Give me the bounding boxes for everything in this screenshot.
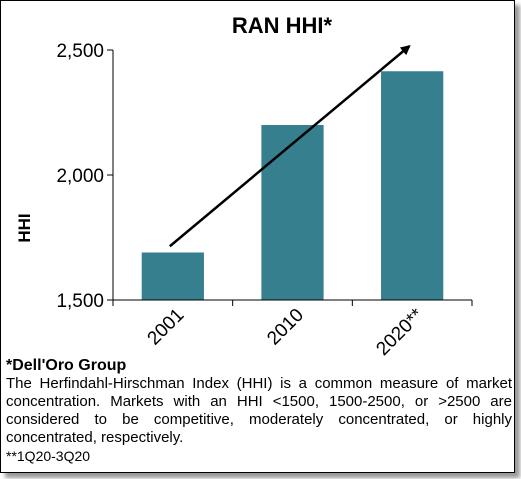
x-axis-ticks: 2001 2010 2020** [112,300,473,360]
hhi-description: The Herfindahl-Hirschman Index (HHI) is … [6,375,512,446]
bar [141,252,204,300]
bars [141,71,444,300]
x-tick-label: 2020** [373,304,429,360]
period-footnote: **1Q20-3Q20 [6,448,91,464]
chart-title: RAN HHI* [232,13,333,38]
trend-arrow [169,44,411,248]
bar [261,125,324,300]
chart-notes: *Dell'Oro Group The Herfindahl-Hirschman… [6,357,512,465]
source-note: *Dell'Oro Group [6,357,127,374]
y-tick-label: 2,500 [56,41,104,62]
y-tick-label: 2,000 [56,166,104,187]
y-axis-label: HHI [15,213,34,242]
y-tick-label: 1,500 [56,291,104,312]
y-axis-ticks: 1,500 2,000 2,500 [56,41,113,312]
x-tick-label: 2001 [144,305,189,350]
x-tick-label: 2010 [263,305,308,350]
bar [381,71,444,300]
